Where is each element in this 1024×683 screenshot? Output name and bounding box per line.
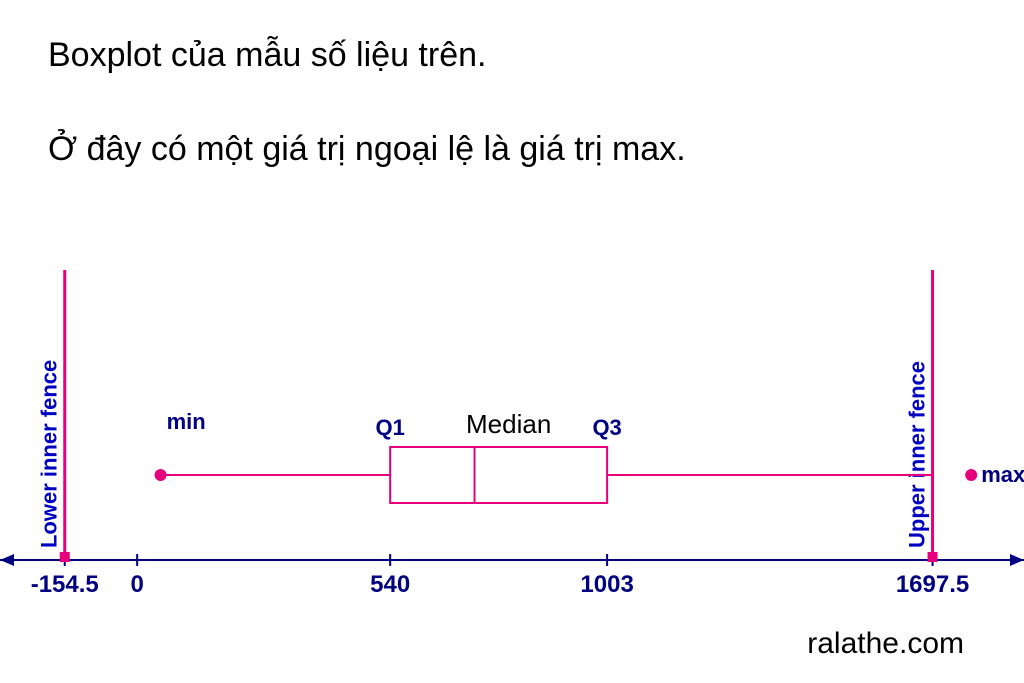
title-line-2: Ở đây có một giá trị ngoại lệ là giá trị… (48, 130, 686, 169)
svg-text:max: max (981, 462, 1024, 487)
page-container: Boxplot của mẫu số liệu trên. Ở đây có m… (0, 0, 1024, 683)
svg-text:Lower inner fence: Lower inner fence (37, 360, 62, 548)
boxplot-chart: -154.5 0 540 1003 1697.5 Lower inner fence Upp… (0, 260, 1024, 620)
footer-attribution: ralathe.com (807, 627, 964, 661)
svg-text:min: min (167, 409, 206, 434)
svg-text:540: 540 (370, 571, 410, 598)
svg-text:1003: 1003 (580, 571, 633, 598)
title-line-1: Boxplot của mẫu số liệu trên. (48, 36, 486, 75)
svg-text:Q3: Q3 (592, 415, 621, 440)
svg-text:Median: Median (466, 409, 551, 439)
svg-text:Upper inner fence: Upper inner fence (905, 361, 930, 548)
svg-text:-154.5: -154.5 (31, 571, 99, 598)
svg-text:Q1: Q1 (375, 415, 404, 440)
svg-text:0: 0 (130, 571, 143, 598)
svg-text:1697.5: 1697.5 (896, 571, 969, 598)
